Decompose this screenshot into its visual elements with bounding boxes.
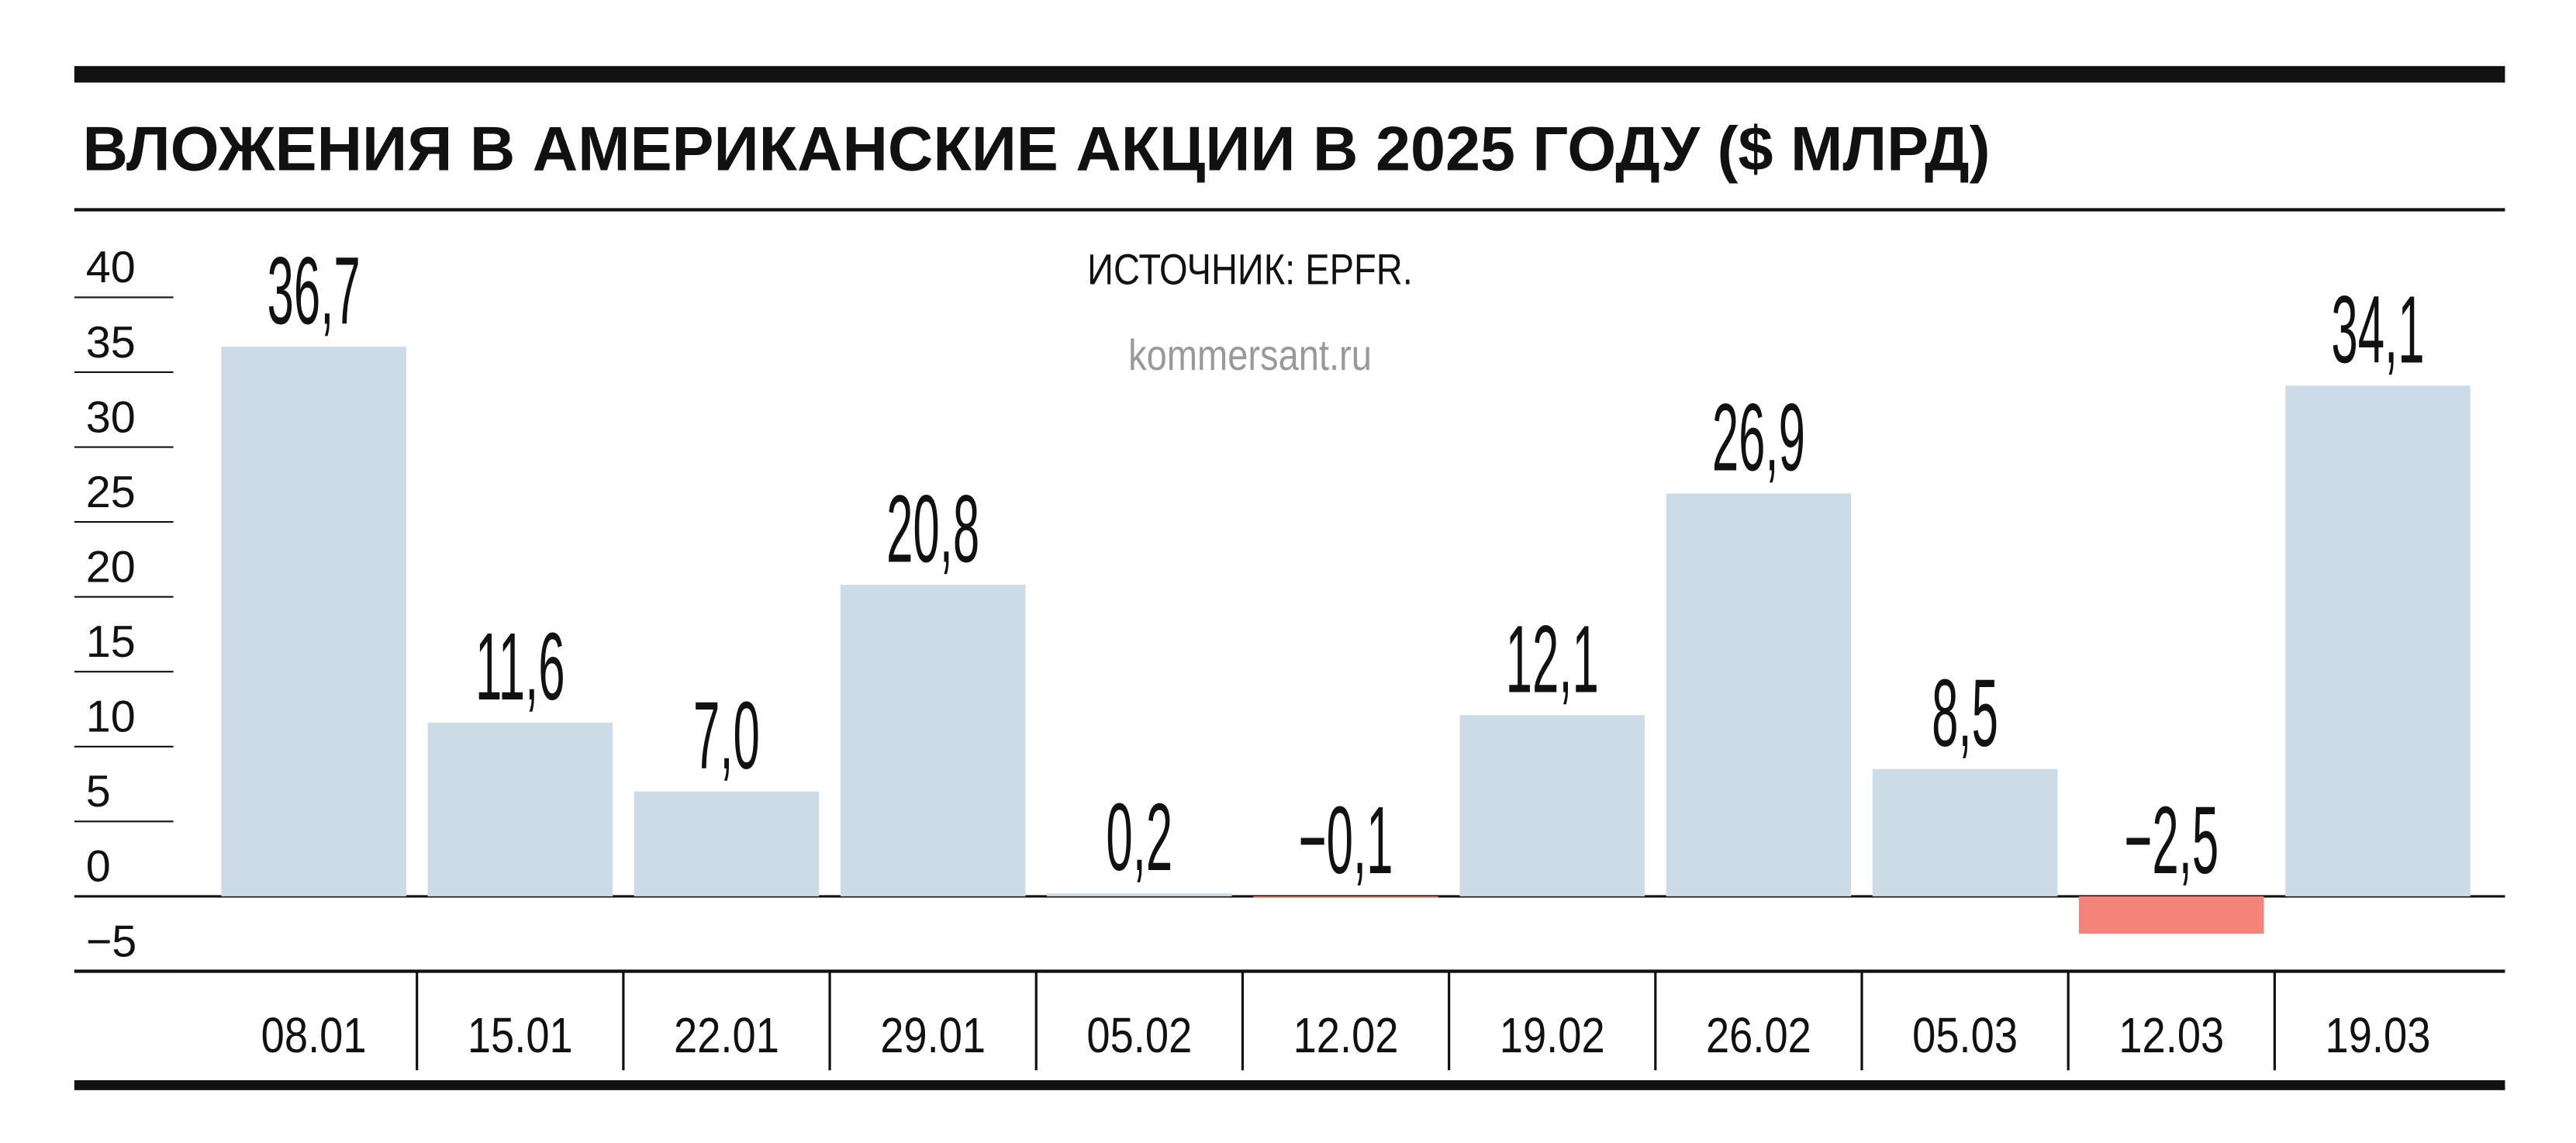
x-tick-label: 12.03	[2118, 1007, 2224, 1063]
y-tick-label: 15	[86, 617, 136, 667]
source: ИСТОЧНИК: EPFR.	[1087, 245, 1413, 294]
bar	[634, 791, 820, 896]
x-tick-label: 15.01	[468, 1007, 573, 1063]
y-tick-label: 35	[86, 318, 136, 368]
x-tick-label: 19.02	[1500, 1007, 1605, 1063]
value-label: 34,1	[2331, 276, 2424, 383]
bar	[1872, 768, 2058, 896]
bar	[1047, 893, 1232, 896]
y-tick-label: 25	[86, 468, 136, 517]
value-label: 7,0	[693, 682, 760, 789]
x-tick-label: 29.01	[880, 1007, 986, 1063]
value-label: 20,8	[886, 475, 979, 582]
y-tick-label: 10	[86, 692, 136, 742]
bar	[2285, 385, 2471, 896]
bar	[221, 347, 406, 896]
y-tick-label: 5	[86, 767, 111, 817]
y-tick-label: 40	[86, 243, 136, 292]
bar	[840, 585, 1026, 896]
value-label: 36,7	[268, 237, 361, 344]
value-label: 12,1	[1506, 606, 1599, 713]
y-tick-label: 20	[86, 542, 136, 592]
x-tick-label: 12.02	[1293, 1007, 1399, 1063]
top-rule	[74, 66, 2505, 83]
x-tick-label: 08.01	[261, 1007, 367, 1063]
bar	[2079, 896, 2264, 934]
value-label: −0,1	[1299, 787, 1393, 894]
watermark: kommersant.ru	[1128, 330, 1372, 379]
bar	[1666, 493, 1852, 896]
chart-title: ВЛОЖЕНИЯ В АМЕРИКАНСКИЕ АКЦИИ В 2025 ГОД…	[82, 114, 1990, 184]
x-tick-label: 19.03	[2326, 1007, 2431, 1063]
bar	[1253, 896, 1438, 898]
value-label: 0,2	[1106, 784, 1172, 891]
x-tick-label: 26.02	[1706, 1007, 1811, 1063]
y-tick-label: 30	[86, 392, 136, 442]
x-tick-label: 22.01	[674, 1007, 779, 1063]
value-label: 26,9	[1712, 384, 1805, 491]
value-label: 11,6	[475, 613, 565, 720]
bar	[427, 722, 613, 896]
value-label: 8,5	[1932, 660, 1998, 767]
x-tick-label: 05.03	[1912, 1007, 2018, 1063]
y-tick-label: 0	[86, 842, 111, 892]
value-label: −2,5	[2124, 787, 2219, 894]
y-tick-label: −5	[86, 917, 137, 966]
x-tick-label: 05.02	[1086, 1007, 1192, 1063]
bar	[1459, 715, 1645, 896]
bottom-rule	[74, 1080, 2505, 1090]
